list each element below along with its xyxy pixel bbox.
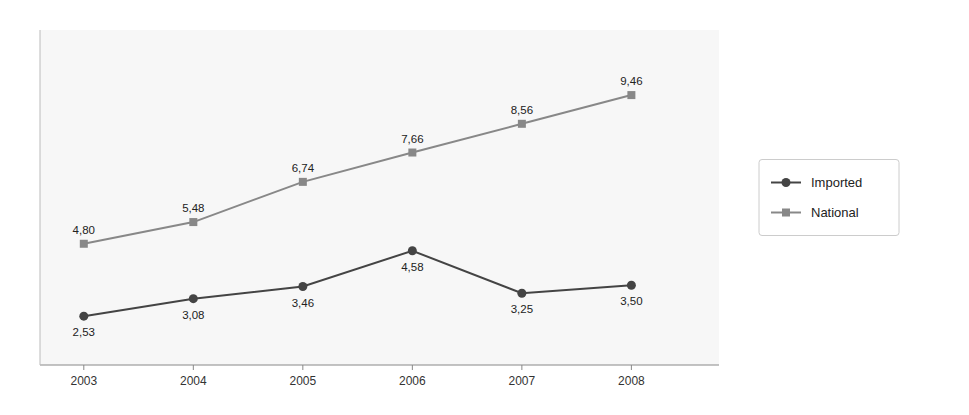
legend-box	[759, 160, 899, 236]
data-label: 7,66	[401, 133, 423, 145]
data-label: 6,74	[292, 162, 315, 174]
point	[408, 149, 416, 157]
x-tick-label: 2008	[618, 374, 645, 388]
marks	[79, 91, 636, 321]
x-tick-label: 2005	[289, 374, 316, 388]
data-label: 4,58	[401, 261, 423, 273]
x-tick-label: 2007	[509, 374, 536, 388]
y-axis-line	[40, 30, 41, 365]
x-tick	[83, 365, 84, 370]
data-label: 4,80	[73, 224, 95, 236]
point	[80, 240, 88, 248]
point	[408, 246, 417, 255]
point	[298, 282, 307, 291]
chart-container: 2003 2004 2005 2006 2007 2008 2,53 3,08 3,46 4,58…	[0, 0, 969, 415]
plot-area	[40, 30, 719, 365]
data-label: 5,48	[182, 202, 204, 214]
legend-marker	[782, 178, 791, 187]
point	[79, 312, 88, 321]
point	[189, 218, 197, 226]
data-labels: 2,53 3,08 3,46 4,58 3,25 3,50 4,80 5,48 6,74 7,66…	[73, 75, 643, 338]
x-tick	[302, 365, 303, 370]
x-tick	[521, 365, 522, 370]
data-label: 9,46	[620, 75, 642, 87]
point	[189, 294, 198, 303]
point	[517, 289, 526, 298]
point	[518, 120, 526, 128]
chart: 2003 2004 2005 2006 2007 2008 2,53 3,08 3,46 4,58…	[0, 0, 969, 415]
data-label: 3,08	[182, 309, 204, 321]
x-tick	[631, 365, 632, 370]
data-label: 3,50	[620, 295, 642, 307]
legend-marker	[782, 209, 790, 217]
x-tick-label: 2006	[399, 374, 426, 388]
x-tick-label: 2004	[180, 374, 207, 388]
legend-label: Imported	[811, 175, 862, 190]
data-label: 3,46	[292, 297, 314, 309]
point	[627, 91, 635, 99]
data-label: 2,53	[73, 326, 95, 338]
series-line	[84, 95, 632, 244]
point	[299, 178, 307, 186]
legend-label: National	[811, 205, 859, 220]
x-axis-line	[40, 365, 719, 366]
data-label: 3,25	[511, 303, 533, 315]
x-tick	[193, 365, 194, 370]
legend: Imported National	[759, 160, 899, 236]
data-label: 8,56	[511, 104, 533, 116]
x-tick	[412, 365, 413, 370]
point	[627, 281, 636, 290]
x-tick-label: 2003	[70, 374, 97, 388]
series-line	[84, 251, 632, 316]
